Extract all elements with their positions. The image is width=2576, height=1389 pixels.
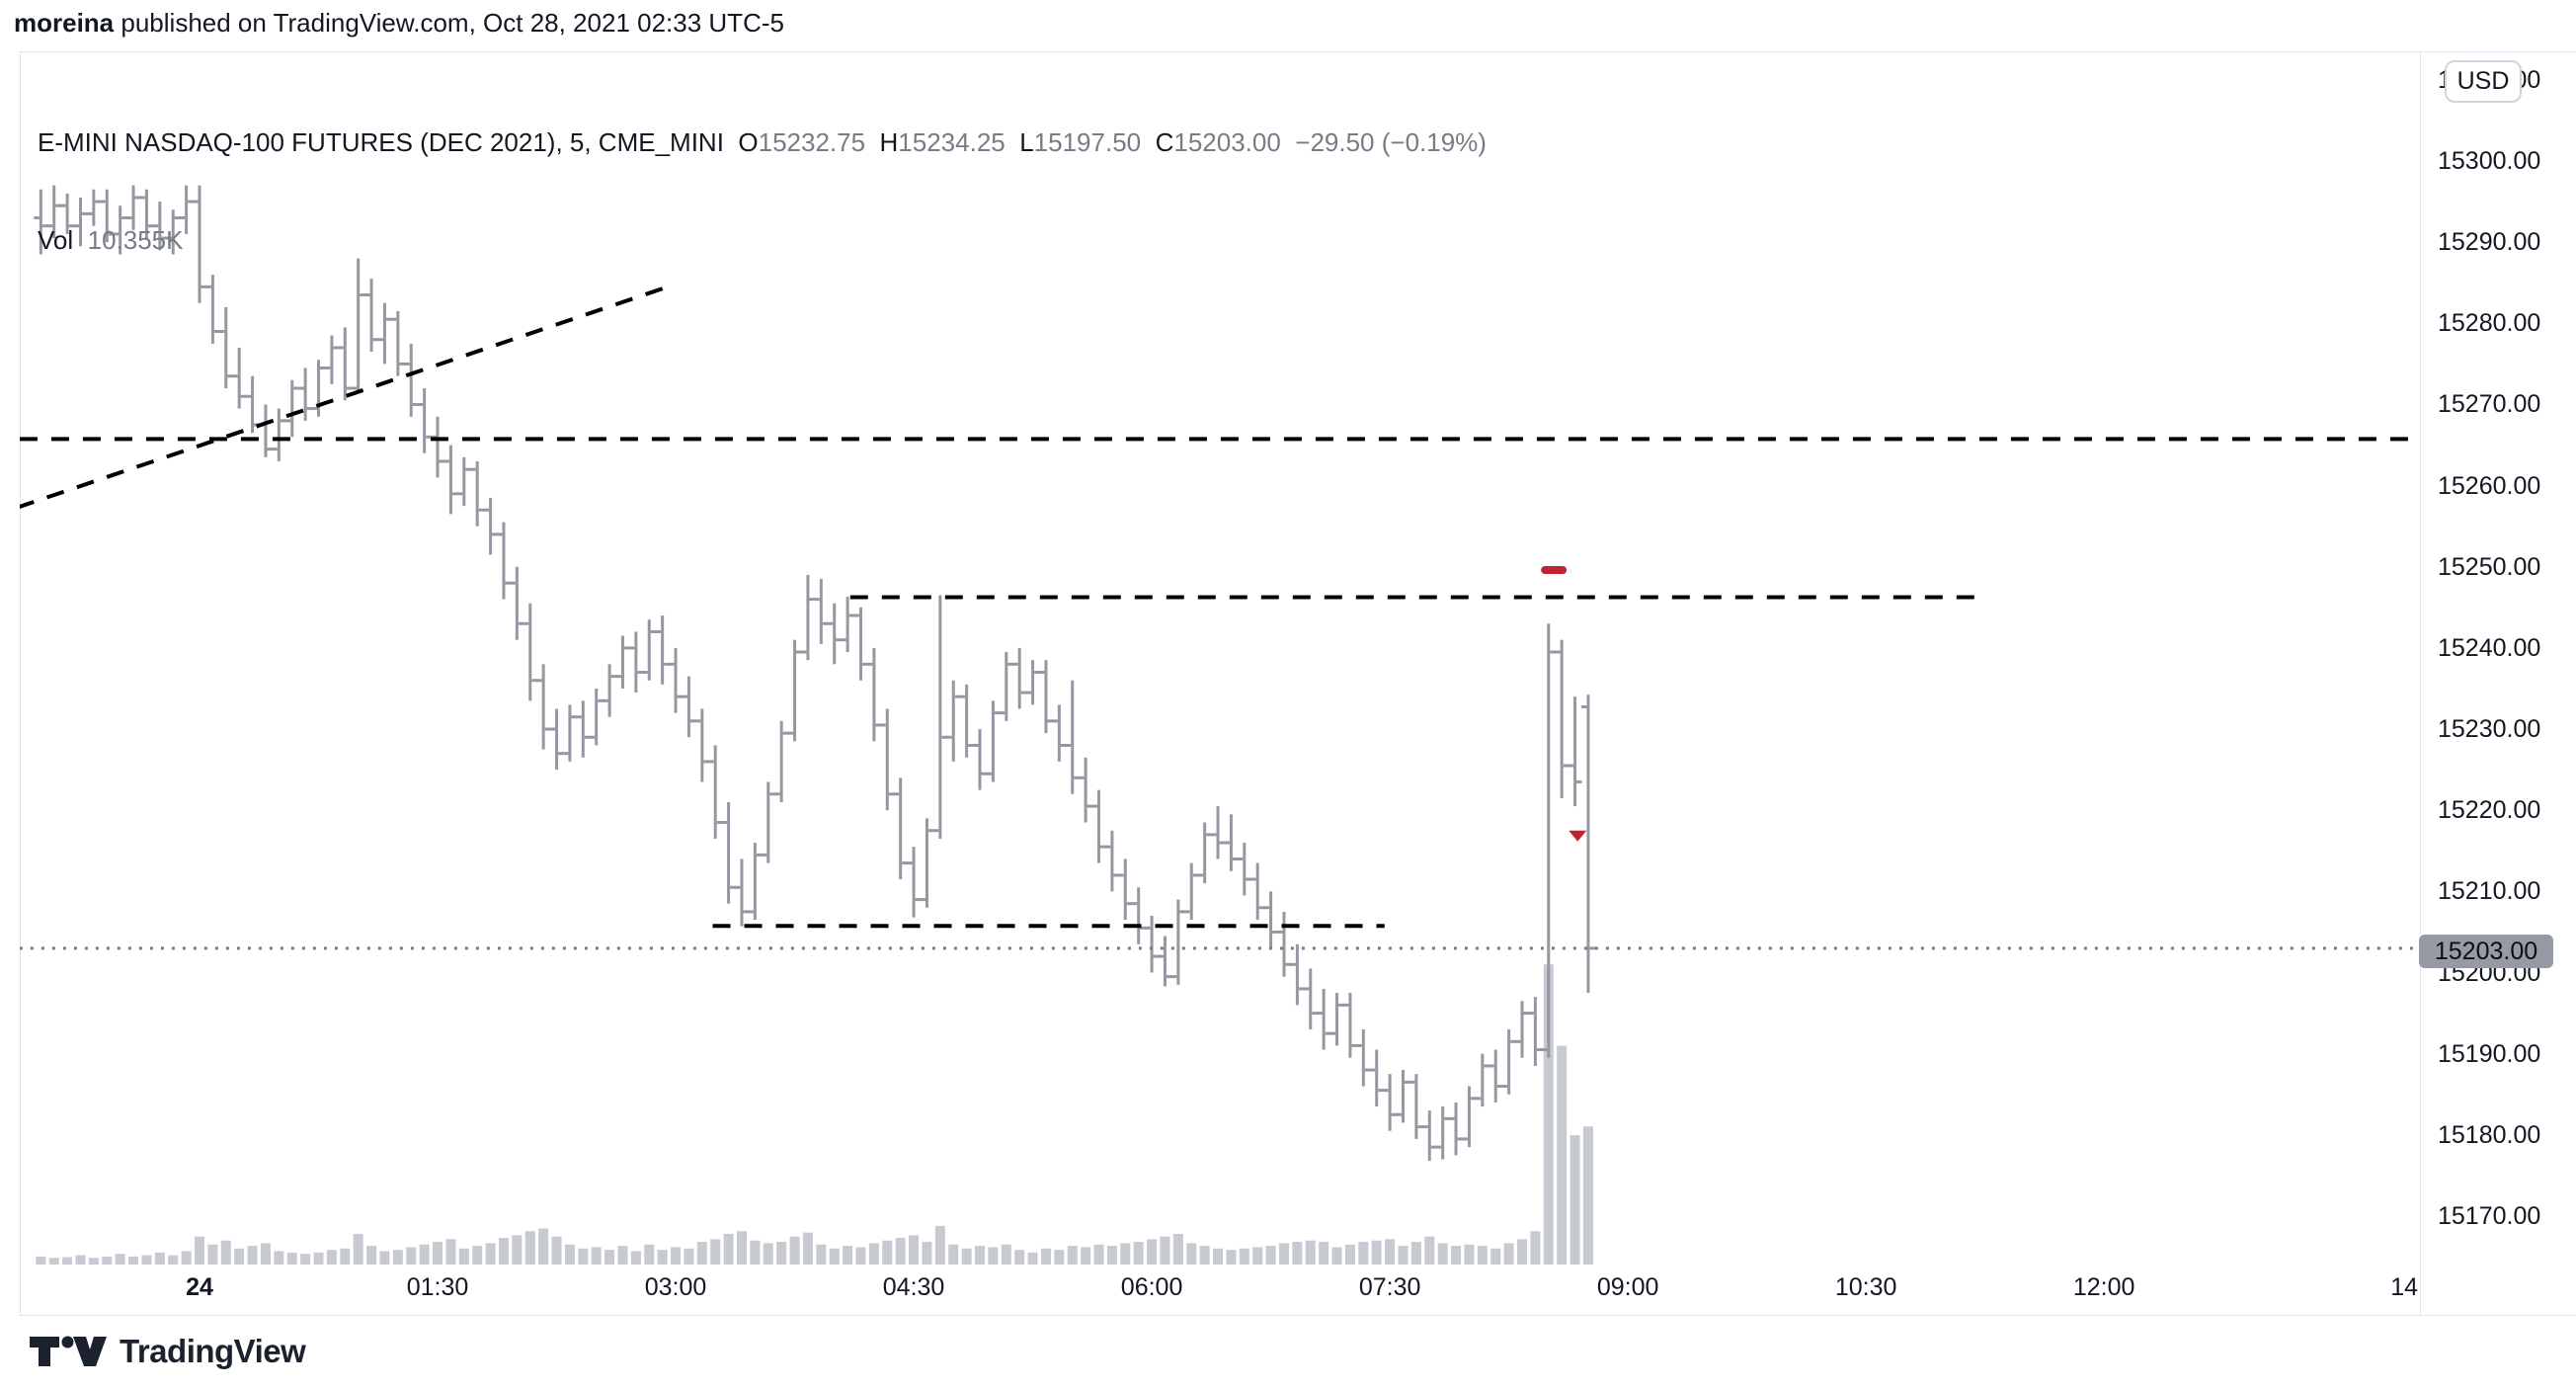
author-name: moreina [14,8,115,38]
currency-toggle-button[interactable]: USD [2445,60,2522,103]
chart-legend: E-MINI NASDAQ-100 FUTURES (DEC 2021), 5,… [38,61,1487,289]
time-tick-label: 04:30 [882,1273,945,1301]
ohlc-bars [34,185,1595,1162]
time-tick-label: 03:00 [644,1273,707,1301]
price-tick-label: 15280.00 [2438,309,2541,338]
time-axis[interactable]: 24 01:30 03:00 04:30 06:00 07:30 09:00 10:30 12:… [20,1266,2576,1316]
price-tick-label: 15220.00 [2438,796,2541,825]
price-tick-label: 15300.00 [2438,147,2541,175]
chart-frame [20,51,2576,1316]
tradingview-logo-icon [30,1336,107,1366]
red-dash-marker[interactable] [1541,566,1568,575]
tradingview-footer[interactable]: TradingView [30,1330,306,1373]
time-tick-label: 01:30 [406,1273,469,1301]
rising-trendline[interactable] [17,285,669,509]
open-label: O [738,127,759,157]
price-tick-label: 15190.00 [2438,1039,2541,1068]
low-value: 15197.50 [1033,127,1142,157]
legend-row-volume: Vol 10.355K [38,224,1487,257]
price-tick-label: 15260.00 [2438,471,2541,500]
open-value: 15232.75 [758,127,866,157]
high-value: 15234.25 [898,127,1006,157]
price-tick-label: 15180.00 [2438,1120,2541,1149]
high-label: H [879,127,899,157]
volume-label: Vol [38,225,74,255]
publish-header: moreina published on TradingView.com, Oc… [14,6,784,40]
red-triangle-down-marker[interactable] [1569,830,1587,842]
low-label: L [1019,127,1034,157]
legend-row-main: E-MINI NASDAQ-100 FUTURES (DEC 2021), 5,… [38,126,1487,159]
time-tick-label: 14:00 [2390,1273,2420,1301]
last-price-badge: 15203.00 [2419,935,2553,968]
price-tick-label: 15290.00 [2438,228,2541,257]
volume-value: 10.355K [87,225,184,255]
price-tick-label: 15250.00 [2438,552,2541,581]
time-tick-label: 24 [186,1273,213,1301]
time-tick-label: 09:00 [1596,1273,1659,1301]
time-tick-label: 12:00 [2072,1273,2135,1301]
price-tick-label: 15230.00 [2438,715,2541,744]
publish-info: published on TradingView.com, Oct 28, 20… [114,8,784,38]
plot-group [17,185,2420,1265]
price-axis[interactable]: 15310.0015300.0015290.0015280.0015270.00… [2420,51,2576,1316]
symbol-title[interactable]: E-MINI NASDAQ-100 FUTURES (DEC 2021), 5,… [38,127,724,157]
price-tick-label: 15170.00 [2438,1201,2541,1230]
price-tick-label: 15270.00 [2438,390,2541,419]
tradingview-brand-text: TradingView [120,1333,306,1369]
close-label: C [1155,127,1174,157]
time-tick-label: 06:00 [1120,1273,1183,1301]
price-tick-label: 15210.00 [2438,877,2541,906]
close-value: 15203.00 [1173,127,1281,157]
time-tick-label: 10:30 [1834,1273,1897,1301]
time-tick-label: 07:30 [1358,1273,1421,1301]
price-tick-label: 15240.00 [2438,633,2541,662]
change-value: −29.50 (−0.19%) [1295,127,1487,157]
volume-histogram [36,964,1593,1265]
